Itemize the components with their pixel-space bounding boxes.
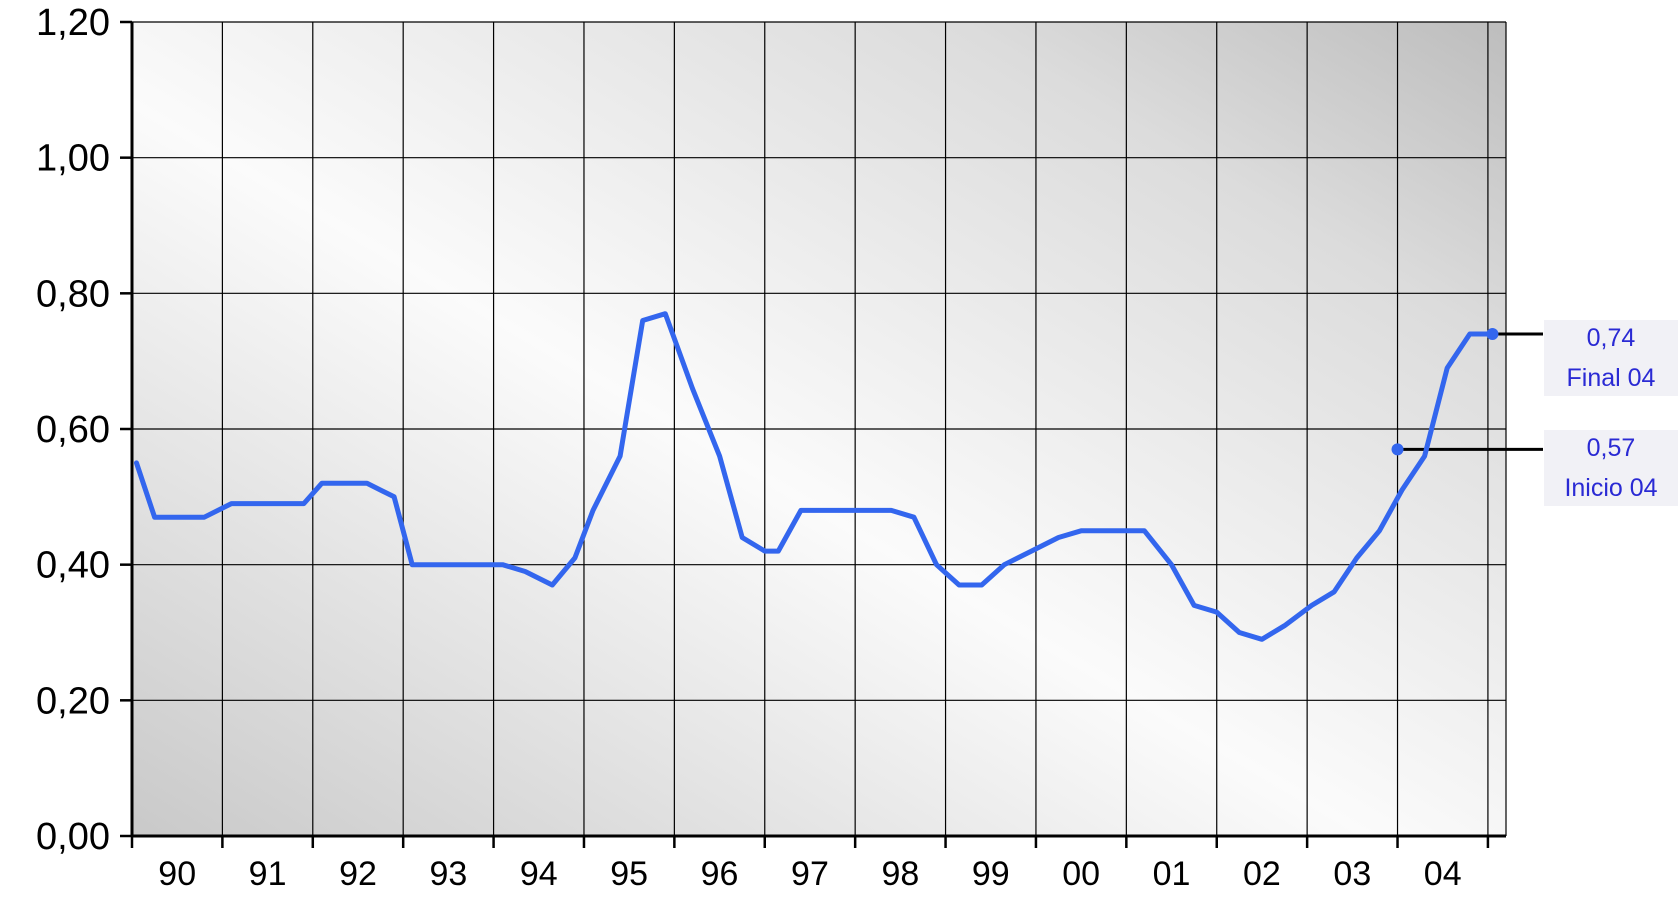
y-tick-label: 1,00 — [36, 138, 110, 180]
y-tick-label: 0,60 — [36, 409, 110, 451]
x-axis-ticks: 90 91 92 93 94 95 96 97 98 99 00 01 02 03 04 — [130, 836, 1490, 893]
annotation-inicio-value: 0,57 — [1586, 434, 1636, 462]
x-tick-label: 91 — [249, 855, 287, 893]
y-tick-label: 0,40 — [36, 545, 110, 587]
x-tick-label: 95 — [610, 855, 648, 893]
annotation-final-label: Final 04 — [1566, 364, 1656, 392]
y-tick-label: 1,20 — [36, 2, 110, 44]
annotation-final-value: 0,74 — [1586, 324, 1636, 352]
x-tick-label: 92 — [339, 855, 377, 893]
annotation-box-inicio: 0,57 Inicio 04 — [1544, 430, 1678, 506]
y-tick-label: 0,80 — [36, 273, 110, 315]
y-tick-label: 0,00 — [36, 816, 110, 858]
x-tick-label: 03 — [1333, 855, 1371, 893]
vertical-gridlines — [221, 22, 1507, 836]
x-tick-label: 94 — [520, 855, 558, 893]
annotation-marker — [1391, 443, 1404, 456]
annotation-marker — [1486, 328, 1499, 341]
x-tick-label: 01 — [1153, 855, 1191, 893]
x-tick-label: 90 — [158, 855, 196, 893]
annotation-inicio-label: Inicio 04 — [1564, 474, 1658, 502]
x-tick-label: 93 — [429, 855, 467, 893]
x-tick-label: 99 — [972, 855, 1010, 893]
annotation-leader-lines — [1397, 332, 1543, 451]
x-tick-label: 96 — [701, 855, 739, 893]
x-tick-label: 98 — [881, 855, 919, 893]
series-line — [134, 311, 1495, 642]
horizontal-gridlines — [132, 21, 1506, 701]
annotation-box-final: 0,74 Final 04 — [1544, 320, 1678, 396]
y-tick-label: 0,20 — [36, 680, 110, 722]
x-tick-label: 02 — [1243, 855, 1281, 893]
x-tick-label: 04 — [1424, 855, 1462, 893]
x-tick-label: 97 — [791, 855, 829, 893]
annotation-markers — [1391, 328, 1499, 456]
y-axis-ticks: 0,00 0,20 0,40 0,60 0,80 1,00 1,20 — [36, 2, 132, 858]
x-tick-label: 00 — [1062, 855, 1100, 893]
